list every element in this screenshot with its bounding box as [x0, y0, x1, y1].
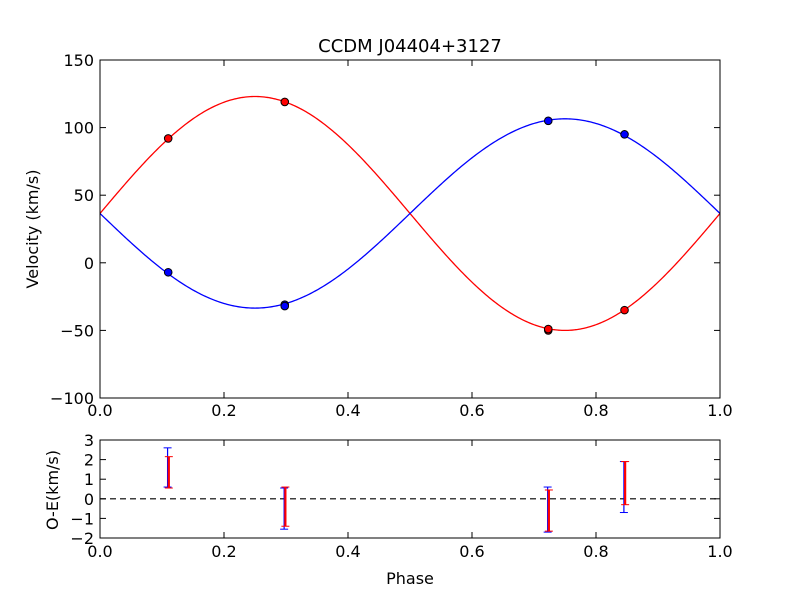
residual-errorbar [163, 447, 172, 488]
velocity-point-1-0 [163, 267, 173, 277]
velocity-y-tick-label: 150 [63, 51, 94, 70]
velocity-x-tick-label: 0.0 [87, 401, 112, 420]
velocity-curves [99, 95, 721, 332]
velocity-x-tick-label: 0.8 [583, 401, 608, 420]
velocity-y-axis-label: Velocity (km/s) [23, 170, 42, 289]
velocity-point-1-3 [543, 116, 553, 126]
residual-y-tick-label: 2 [84, 451, 94, 470]
velocity-axis-ticks: 0.0 0.2 0.4 0.6 0.8 1.0 −100 −50 0 50 100 150 [50, 51, 733, 420]
velocity-x-tick-label: 1.0 [707, 401, 732, 420]
velocity-x-tick-label: 0.6 [459, 401, 484, 420]
residual-errorbar [544, 489, 553, 532]
velocity-point-0-4 [620, 305, 629, 315]
residual-errorbar [164, 456, 173, 489]
residual-x-tick-label: 0.0 [87, 542, 112, 561]
chart-title: CCDM J04404+3127 [318, 36, 502, 57]
velocity-point-1-4 [620, 130, 629, 139]
residual-x-tick-label: 0.2 [211, 542, 236, 561]
velocity-x-tick-label: 0.2 [211, 401, 236, 420]
residual-errorbar [281, 486, 290, 527]
velocity-panel: 0.0 0.2 0.4 0.6 0.8 1.0 −100 −50 0 50 100 150 CCDM … [23, 36, 733, 420]
residual-x-tick-label: 0.4 [335, 542, 360, 561]
velocity-curve-1 [99, 118, 721, 309]
residual-y-axis-label: O-E(km/s) [43, 450, 62, 530]
residual-x-tick-label: 0.6 [459, 542, 484, 561]
velocity-y-tick-label: 100 [63, 119, 94, 138]
residual-y-tick-label: 3 [84, 431, 94, 450]
velocity-y-tick-label: −50 [60, 321, 94, 340]
residual-x-tick-label: 0.8 [583, 542, 608, 561]
residual-errorbar [280, 487, 289, 530]
velocity-y-tick-label: 50 [74, 186, 94, 205]
velocity-plot-frame [99, 59, 721, 399]
residual-y-tick-label: 0 [84, 490, 94, 509]
residual-y-tick-label: 1 [84, 470, 94, 489]
velocity-point-0-0 [163, 134, 173, 143]
velocity-y-tick-label: −100 [50, 389, 94, 408]
residual-errorbar [621, 461, 630, 506]
velocity-y-tick-label: 0 [84, 254, 94, 273]
velocity-point-0-1 [280, 97, 290, 107]
phase-x-axis-label: Phase [386, 569, 434, 588]
residual-plot-frame [99, 439, 721, 539]
velocity-point-1-2 [280, 301, 290, 311]
residual-points [163, 447, 630, 533]
residual-y-tick-label: −1 [70, 509, 94, 528]
velocity-points [163, 97, 629, 335]
residual-y-tick-label: −2 [70, 529, 94, 548]
velocity-x-tick-label: 0.4 [335, 401, 360, 420]
velocity-point-0-3 [543, 324, 553, 334]
residual-x-tick-label: 1.0 [707, 542, 732, 561]
residual-errorbar [543, 486, 552, 533]
